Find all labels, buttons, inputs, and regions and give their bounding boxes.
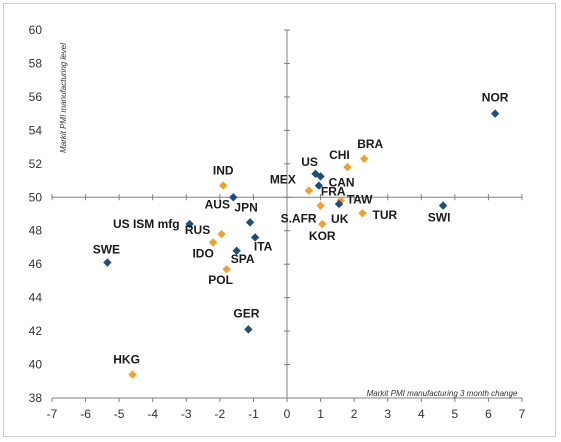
data-point-can xyxy=(316,172,325,181)
point-label-ita: ITA xyxy=(254,239,273,253)
point-label-aus: AUS xyxy=(205,197,230,211)
y-tick-label: 48 xyxy=(29,224,43,238)
data-point-swe xyxy=(103,258,112,267)
chart-frame xyxy=(3,3,556,437)
data-point-ind xyxy=(219,181,228,190)
y-tick-labels: 38 40 42 44 46 48 50 52 54 56 58 60 xyxy=(29,23,43,405)
x-tick-label: -7 xyxy=(47,407,58,421)
point-label-jpn: JPN xyxy=(234,200,257,214)
y-tick-label: 50 xyxy=(29,190,43,204)
x-tick-label: -5 xyxy=(114,407,125,421)
point-label-us-ism-mfg: US ISM mfg xyxy=(113,217,180,231)
y-tick-label: 58 xyxy=(29,56,43,70)
data-point-pol xyxy=(222,265,231,274)
x-tick-label: -3 xyxy=(181,407,192,421)
y-tick-label: 44 xyxy=(29,291,43,305)
data-point-ido xyxy=(208,238,218,247)
point-label-s-afr: S.AFR xyxy=(281,212,317,226)
axes xyxy=(51,29,523,402)
y-tick-label: 42 xyxy=(29,324,43,338)
data-point-tur xyxy=(358,208,367,218)
data-point-kor xyxy=(318,219,327,229)
point-label-spa: SPA xyxy=(231,252,255,266)
point-label-taw: TAW xyxy=(347,193,373,207)
data-point-us-ism-mfg xyxy=(185,219,194,229)
point-label-swe: SWE xyxy=(93,243,120,257)
data-point-nor xyxy=(490,109,500,118)
data-point-ger xyxy=(244,325,253,334)
x-tick-label: -2 xyxy=(215,407,226,421)
y-tick-label: 54 xyxy=(29,123,43,137)
x-tick-label: -1 xyxy=(248,407,259,421)
point-label-ido: IDO xyxy=(192,246,213,260)
point-label-ger: GER xyxy=(233,306,259,320)
x-tick-label: 0 xyxy=(284,407,291,421)
y-axis-label: Markit PMI manufacturing level xyxy=(59,43,68,153)
point-label-tur: TUR xyxy=(373,208,398,222)
point-label-ind: IND xyxy=(213,164,234,178)
x-tick-label: 7 xyxy=(519,407,526,421)
data-point-bra xyxy=(360,154,369,163)
x-tick-label: 1 xyxy=(317,407,324,421)
data-point-mex xyxy=(304,186,314,195)
point-label-can: CAN xyxy=(329,175,355,189)
data-point-jpn xyxy=(245,218,255,227)
data-point-ita xyxy=(250,233,260,242)
x-tick-label: 6 xyxy=(485,407,492,421)
y-tick-label: 56 xyxy=(29,90,43,104)
x-tick-label: -6 xyxy=(80,407,91,421)
data-point-chi xyxy=(343,162,352,172)
y-tick-label: 46 xyxy=(29,257,43,271)
point-label-fra: FRA xyxy=(321,185,346,199)
point-label-chi: CHI xyxy=(329,148,350,162)
x-axis-label: Markit PMI manufacturing 3 month change xyxy=(367,389,518,398)
data-point-fra xyxy=(314,181,324,190)
point-label-hkg: HKG xyxy=(113,353,140,367)
data-point-hkg xyxy=(128,370,137,379)
y-tick-label: 52 xyxy=(29,157,43,171)
y-tick-label: 38 xyxy=(29,391,43,405)
x-tick-label: 3 xyxy=(384,407,391,421)
data-point-spa xyxy=(232,246,241,255)
point-label-us: US xyxy=(301,155,318,169)
data-points xyxy=(103,109,500,379)
point-label-mex: MEX xyxy=(270,173,296,187)
x-tick-label: 5 xyxy=(452,407,459,421)
point-label-pol: POL xyxy=(208,273,233,287)
x-tick-label: -4 xyxy=(147,407,158,421)
data-point-uk xyxy=(334,199,344,209)
point-label-rus: RUS xyxy=(185,223,210,237)
data-point-rus xyxy=(217,229,226,239)
point-label-bra: BRA xyxy=(357,137,383,151)
y-tick-label: 40 xyxy=(29,358,43,372)
point-label-nor: NOR xyxy=(482,91,509,105)
data-point-s-afr xyxy=(316,201,325,210)
data-point-aus xyxy=(229,193,238,202)
y-tick-label: 60 xyxy=(29,23,43,37)
point-label-kor: KOR xyxy=(309,229,336,243)
x-tick-label: 4 xyxy=(418,407,425,421)
x-tick-labels: -7 -6 -5 -4 -3 -2 -1 0 1 2 3 4 5 6 7 xyxy=(47,407,526,421)
point-label-uk: UK xyxy=(331,212,349,226)
x-tick-label: 2 xyxy=(351,407,358,421)
data-point-swi xyxy=(438,201,448,210)
point-label-swi: SWI xyxy=(428,211,451,225)
